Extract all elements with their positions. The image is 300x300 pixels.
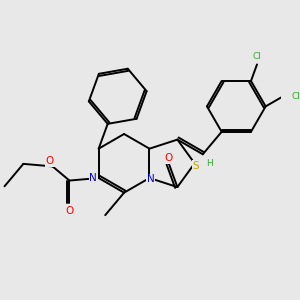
Text: O: O [46,156,54,166]
Text: Cl: Cl [253,52,261,61]
Text: S: S [193,161,199,171]
Text: O: O [65,206,74,216]
Text: N: N [147,174,155,184]
Text: Cl: Cl [291,92,300,100]
Text: H: H [206,159,213,168]
Text: O: O [165,153,173,163]
Text: N: N [89,173,97,183]
